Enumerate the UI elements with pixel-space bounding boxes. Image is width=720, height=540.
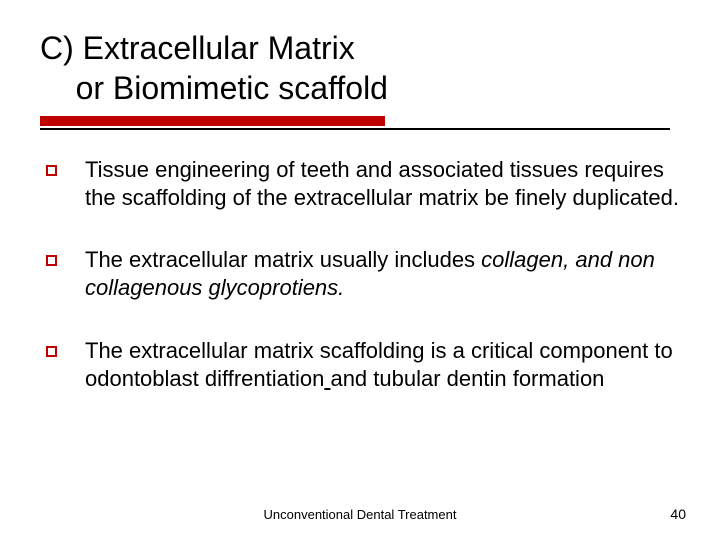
list-item: The extracellular matrix scaffolding is … (46, 337, 680, 393)
title-underline (40, 116, 680, 134)
list-item: The extracellular matrix usually include… (46, 246, 680, 302)
title-line-1: C) Extracellular Matrix (40, 30, 355, 66)
square-bullet-icon (46, 255, 57, 266)
bullet-text-1: Tissue engineering of teeth and associat… (85, 156, 680, 212)
bullet-text-2: The extracellular matrix usually include… (85, 246, 680, 302)
square-bullet-icon (46, 165, 57, 176)
bullet-2-prefix: The extracellular matrix usually include… (85, 247, 481, 272)
thin-black-line (40, 128, 670, 130)
square-bullet-icon (46, 346, 57, 357)
list-item: Tissue engineering of teeth and associat… (46, 156, 680, 212)
slide-container: C) Extracellular Matrix or Biomimetic sc… (0, 0, 720, 540)
bullet-text-3: The extracellular matrix scaffolding is … (85, 337, 680, 393)
title-line-2: or Biomimetic scaffold (40, 70, 388, 106)
bullet-list: Tissue engineering of teeth and associat… (40, 156, 680, 393)
bullet-3-suffix: and tubular dentin formation (330, 366, 604, 391)
red-accent-bar (40, 116, 385, 126)
footer-text: Unconventional Dental Treatment (0, 507, 720, 522)
slide-number: 40 (670, 506, 686, 522)
slide-title: C) Extracellular Matrix or Biomimetic sc… (40, 28, 680, 108)
